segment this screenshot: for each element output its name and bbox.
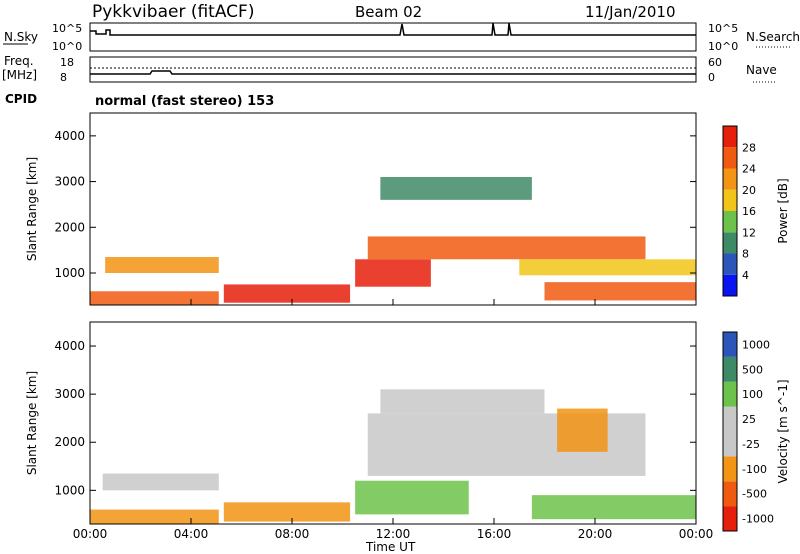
power-colorbar-tick-2: 12 <box>742 226 756 239</box>
nave-tick-low: 0 <box>708 71 715 84</box>
power-colorbar-swatch-7 <box>723 126 737 148</box>
nave-tick-high: 60 <box>708 56 722 69</box>
velocity-ytick-label-3: 4000 <box>54 339 85 353</box>
power-band-4 <box>367 236 646 260</box>
freq-unit: [MHz] <box>2 68 37 82</box>
nsearch-label: N.Search <box>746 30 800 44</box>
velocity-ytick-label-1: 2000 <box>54 435 85 449</box>
power-band-5 <box>380 177 532 200</box>
nave-label: Nave <box>746 63 777 77</box>
velocity-colorbar-tick-5: -100 <box>742 463 767 476</box>
nsky-tick-low: 10^0 <box>52 40 82 53</box>
power-colorbar-frame <box>722 125 738 297</box>
date-title: 11/Jan/2010 <box>585 3 676 21</box>
xtick-label-4: 16:00 <box>477 527 512 541</box>
power-band-0 <box>90 291 219 305</box>
velocity-colorbar-swatch-7 <box>723 332 737 357</box>
power-colorbar-label: Power [dB] <box>776 178 790 243</box>
nsearch-tick-low: 10^0 <box>708 40 738 53</box>
power-colorbar-swatch-0 <box>723 274 737 296</box>
power-band-1 <box>105 257 219 273</box>
velocity-band-5 <box>380 389 545 414</box>
xtick-label-2: 08:00 <box>275 527 310 541</box>
velocity-colorbar-frame <box>722 331 738 532</box>
velocity-band-2 <box>223 502 351 522</box>
velocity-colorbar-swatch-0 <box>723 506 737 531</box>
freq-tick-high: 18 <box>60 56 74 69</box>
power-colorbar-swatch-6 <box>723 147 737 169</box>
freq-label: Freq. <box>4 54 34 68</box>
time-axis-label: Time UT <box>365 540 416 554</box>
velocity-band-7 <box>531 495 696 520</box>
power-colorbar-tick-3: 16 <box>742 205 756 218</box>
xtick-label-5: 20:00 <box>578 527 613 541</box>
power-ytick-label-3: 4000 <box>54 129 85 143</box>
power-ytick-label-0: 1000 <box>54 266 85 280</box>
velocity-colorbar-tick-2: 100 <box>742 388 763 401</box>
velocity-band-3 <box>355 480 469 515</box>
nsky-trace <box>90 22 696 36</box>
xtick-label-1: 04:00 <box>174 527 209 541</box>
beam-title: Beam 02 <box>355 3 422 21</box>
freq-panel-frame <box>89 56 697 83</box>
power-colorbar-tick-4: 20 <box>742 184 756 197</box>
nsky-tick-high: 10^5 <box>52 22 82 35</box>
power-colorbar-swatch-3 <box>723 211 737 233</box>
velocity-colorbar-swatch-3 <box>723 431 737 457</box>
velocity-colorbar-swatch-5 <box>723 381 737 407</box>
velocity-band-1 <box>90 509 219 524</box>
nsearch-tick-high: 10^5 <box>708 22 738 35</box>
velocity-colorbar-swatch-2 <box>723 456 737 482</box>
velocity-colorbar-tick-7: -1000 <box>742 513 774 526</box>
xtick-label-3: 12:00 <box>376 527 411 541</box>
station-title: Pykkvibaer (fitACF) <box>92 2 254 22</box>
velocity-panel: 1000 2000 3000 4000 Slant Range [km] 1000 500 1… <box>25 321 790 532</box>
velocity-band-6 <box>557 408 608 452</box>
power-colorbar-swatch-2 <box>723 232 737 254</box>
velocity-colorbar-tick-3: 25 <box>742 413 756 426</box>
velocity-ylabel: Slant Range [km] <box>25 371 39 475</box>
xtick-label-6: 00:00 <box>679 527 714 541</box>
velocity-ytick-label-2: 3000 <box>54 387 85 401</box>
velocity-colorbar-tick-1: 500 <box>742 363 763 376</box>
cpid-text: normal (fast stereo) 153 <box>95 94 274 109</box>
power-band-2 <box>223 284 351 303</box>
power-colorbar-swatch-4 <box>723 189 737 211</box>
nsky-label: N.Sky <box>4 30 38 44</box>
power-colorbar-swatch-5 <box>723 168 737 190</box>
velocity-colorbar-swatch-6 <box>723 356 737 382</box>
power-colorbar-tick-6: 28 <box>742 141 756 154</box>
power-colorbar-tick-0: 4 <box>742 269 749 282</box>
power-band-6 <box>544 282 696 301</box>
power-panel: 1000 2000 3000 4000 Slant Range [km] 4 8 12 16 20… <box>25 112 790 306</box>
velocity-colorbar-tick-6: -500 <box>742 488 767 501</box>
nsky-panel-frame <box>89 22 697 52</box>
xtick-label-0: 00:00 <box>73 527 108 541</box>
power-ylabel: Slant Range [km] <box>25 157 39 261</box>
power-colorbar-tick-5: 24 <box>742 163 756 176</box>
velocity-colorbar-tick-0: 1000 <box>742 338 770 351</box>
power-colorbar-tick-1: 8 <box>742 248 749 261</box>
velocity-colorbar-swatch-1 <box>723 481 737 507</box>
freq-trace <box>90 70 696 75</box>
velocity-colorbar-label: Velocity [m s^-1] <box>776 379 790 483</box>
power-ytick-label-2: 3000 <box>54 175 85 189</box>
power-band-3 <box>355 259 431 287</box>
power-band-7 <box>519 259 696 276</box>
velocity-colorbar-swatch-4 <box>723 406 737 432</box>
velocity-colorbar-tick-4: -25 <box>742 438 760 451</box>
freq-tick-low: 8 <box>60 71 67 84</box>
power-colorbar-swatch-1 <box>723 253 737 275</box>
power-ytick-label-1: 2000 <box>54 220 85 234</box>
velocity-band-0 <box>102 473 219 491</box>
time-axis: 00:00 04:00 08:00 12:00 16:00 20:00 00:00 <box>73 299 714 541</box>
velocity-ytick-label-0: 1000 <box>54 483 85 497</box>
cpid-label: CPID <box>5 92 37 106</box>
